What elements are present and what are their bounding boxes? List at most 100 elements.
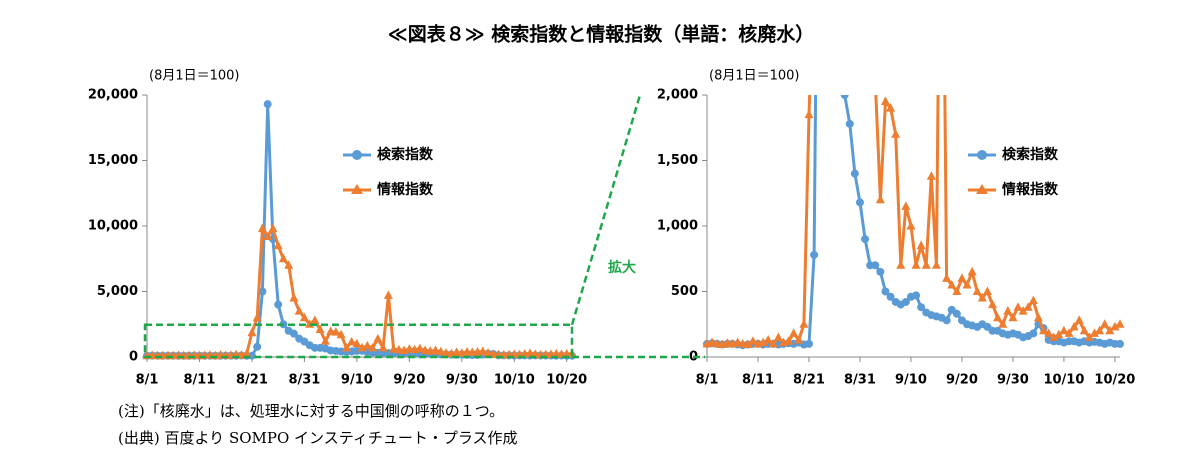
marker — [880, 96, 890, 106]
marker — [967, 266, 977, 276]
axis-label: (8月1日＝100) — [149, 69, 240, 84]
marker — [274, 300, 283, 309]
legend-marker — [976, 184, 988, 194]
marker — [906, 221, 916, 230]
marker — [962, 279, 972, 289]
x-tick-label: 8/31 — [288, 373, 320, 388]
marker — [278, 253, 288, 263]
legend-marker — [977, 150, 987, 160]
marker — [1095, 325, 1105, 335]
y-tick-label: 20,000 — [88, 88, 138, 103]
marker — [912, 291, 921, 300]
x-tick-label: 10/20 — [1094, 373, 1135, 388]
marker — [804, 339, 813, 348]
marker — [294, 306, 304, 315]
marker — [748, 336, 758, 345]
marker — [850, 169, 859, 178]
marker — [253, 342, 262, 351]
plot — [142, 100, 577, 360]
marker — [258, 287, 267, 296]
marker — [707, 337, 717, 347]
marker — [1039, 325, 1049, 335]
axis-label: (8月1日＝100) — [709, 69, 800, 84]
note: (注)「核廃水」は、処理水に対する中国側の呼称の１つ。 — [118, 402, 504, 420]
marker — [341, 342, 351, 352]
marker — [733, 337, 743, 347]
marker — [1008, 312, 1018, 322]
x-tick-label: 9/30 — [997, 373, 1029, 388]
marker — [257, 223, 267, 233]
x-tick-label: 8/31 — [844, 373, 876, 388]
marker — [1029, 329, 1038, 338]
x-tick-label: 8/21 — [236, 373, 268, 388]
legend-label: 情報指数 — [1002, 181, 1059, 198]
series-line — [146, 104, 572, 358]
marker — [982, 286, 992, 295]
marker — [901, 297, 910, 306]
marker — [1003, 306, 1013, 315]
marker — [1033, 312, 1043, 322]
marker — [352, 338, 362, 348]
y-tick-label: 5,000 — [97, 284, 138, 299]
marker — [901, 201, 911, 210]
marker — [284, 260, 294, 269]
zoom-label: 拡大 — [608, 259, 636, 276]
marker — [988, 299, 998, 309]
marker — [926, 171, 936, 180]
legend-label: 検索指数 — [1002, 146, 1059, 163]
note: (出典) 百度より SOMPO インスティチュート・プラス作成 — [118, 429, 518, 447]
marker — [362, 340, 372, 350]
marker — [896, 260, 906, 269]
legend-label: 情報指数 — [377, 181, 434, 198]
x-tick-label: 8/1 — [136, 373, 159, 388]
marker — [836, 26, 844, 34]
marker — [289, 293, 299, 302]
zoom-box — [143, 323, 574, 359]
marker — [1084, 332, 1094, 341]
marker — [242, 348, 252, 358]
marker — [1023, 302, 1033, 311]
y-tick-label: 0 — [129, 350, 138, 365]
plot — [702, 26, 1125, 350]
marker — [1100, 319, 1110, 328]
marker — [1079, 325, 1089, 335]
marker — [273, 240, 283, 250]
marker — [993, 312, 1003, 322]
marker — [917, 303, 926, 312]
marker — [347, 336, 357, 346]
marker — [916, 240, 926, 250]
marker — [861, 235, 870, 244]
marker — [431, 345, 441, 354]
marker — [876, 267, 885, 276]
marker — [1018, 306, 1028, 315]
marker — [931, 260, 941, 269]
marker — [378, 342, 388, 352]
x-tick-label: 9/30 — [446, 373, 478, 388]
marker — [525, 348, 535, 357]
x-tick-label: 9/20 — [393, 373, 425, 388]
marker — [1116, 339, 1124, 348]
marker — [247, 327, 257, 337]
marker — [799, 319, 809, 328]
marker — [331, 327, 341, 336]
marker — [1064, 328, 1074, 337]
marker — [268, 223, 278, 233]
marker — [942, 316, 951, 325]
x-tick-label: 10/10 — [1043, 373, 1084, 388]
zoom-line — [570, 94, 642, 326]
x-tick-label: 8/11 — [184, 373, 216, 388]
marker — [263, 100, 272, 109]
marker — [871, 77, 880, 86]
marker — [299, 312, 309, 322]
marker — [921, 260, 931, 269]
marker — [773, 332, 783, 341]
x-tick-label: 10/20 — [546, 373, 587, 388]
marker — [855, 198, 864, 207]
title: ≪図表８≫ 検索指数と情報指数（単語：核廃水） — [388, 23, 814, 46]
marker — [1069, 321, 1079, 331]
marker — [1049, 332, 1059, 341]
marker — [952, 309, 961, 318]
marker — [483, 348, 493, 357]
marker — [289, 329, 298, 338]
marker — [947, 279, 957, 289]
